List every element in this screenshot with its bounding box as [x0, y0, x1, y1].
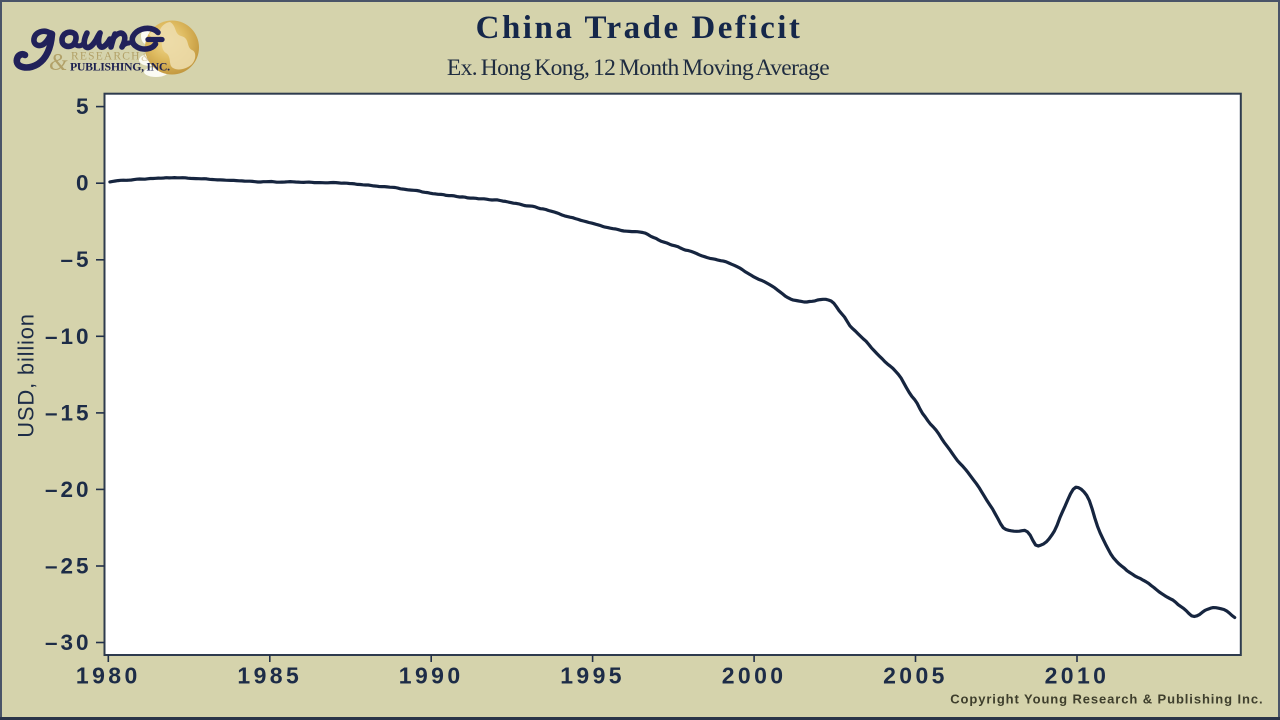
svg-text:2000: 2000 [722, 663, 787, 689]
svg-text:–20: –20 [45, 477, 92, 502]
svg-text:&: & [49, 50, 68, 76]
svg-text:1980: 1980 [76, 663, 141, 689]
svg-text:–30: –30 [45, 630, 92, 655]
svg-text:–5: –5 [60, 247, 91, 272]
svg-text:USD, billion: USD, billion [14, 313, 39, 438]
svg-text:2010: 2010 [1045, 663, 1110, 689]
svg-text:–10: –10 [45, 324, 92, 349]
svg-text:China Trade Deficit: China Trade Deficit [476, 10, 803, 46]
svg-text:2005: 2005 [883, 663, 948, 689]
svg-text:&: & [141, 49, 152, 64]
svg-text:–15: –15 [45, 400, 92, 425]
svg-text:1995: 1995 [560, 663, 625, 689]
svg-text:0: 0 [76, 171, 92, 196]
svg-text:1985: 1985 [237, 663, 302, 689]
svg-text:5: 5 [76, 94, 92, 119]
svg-text:PUBLISHING, INC.: PUBLISHING, INC. [70, 60, 170, 74]
svg-text:Copyright Young Research & Pub: Copyright Young Research & Publishing In… [950, 692, 1263, 707]
svg-text:1990: 1990 [399, 663, 464, 689]
svg-text:Ex. Hong Kong, 12 Month Moving: Ex. Hong Kong, 12 Month Moving Average [447, 55, 829, 81]
svg-text:RESEARCH: RESEARCH [71, 51, 141, 63]
svg-text:–25: –25 [45, 554, 92, 579]
